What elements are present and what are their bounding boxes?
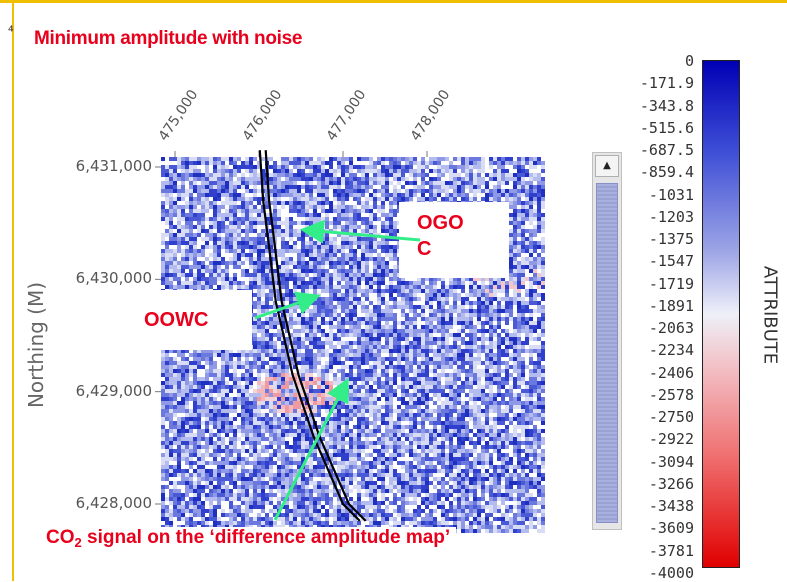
co2-arrow (275, 383, 346, 520)
oowc-arrow (255, 297, 315, 318)
ogoc-arrow (306, 230, 420, 240)
